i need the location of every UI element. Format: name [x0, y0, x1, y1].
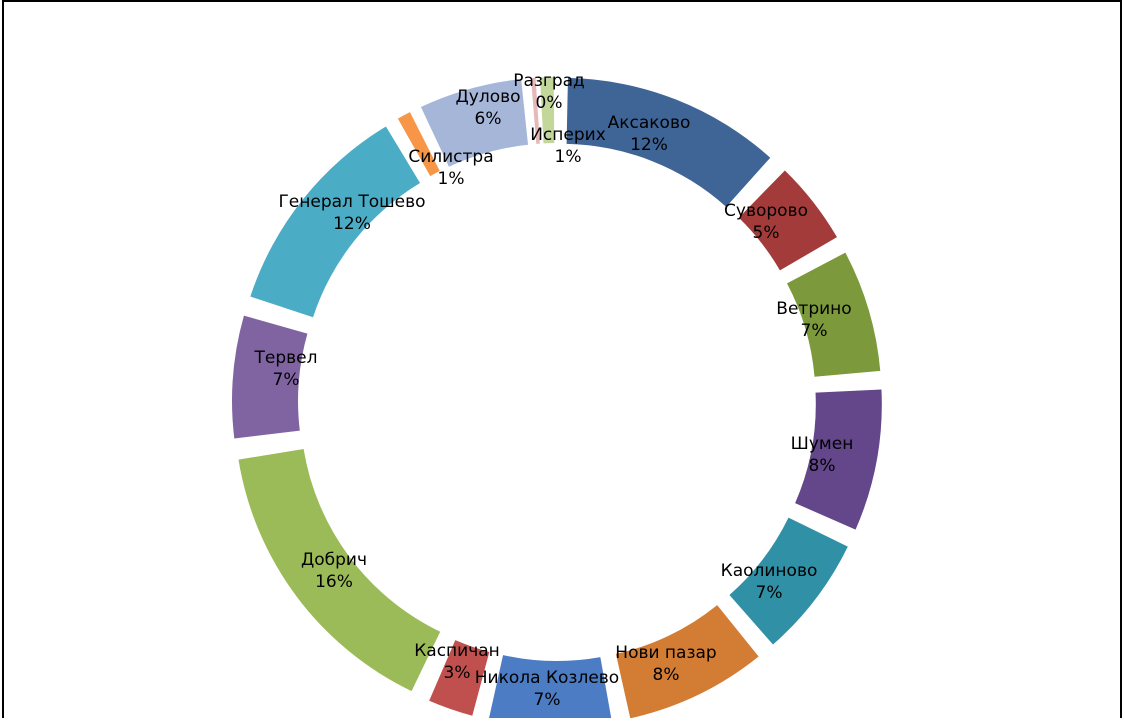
slice-name-text: Каолиново	[721, 561, 818, 581]
slice-name-text: Шумен	[791, 434, 854, 454]
slice-name-text: Исперих	[530, 125, 606, 145]
slice-percent-text: 16%	[315, 572, 353, 592]
slice-label-13: Дулово 6%	[455, 87, 520, 129]
slice-6	[615, 605, 759, 718]
slice-label-12: Силистра 1%	[408, 147, 493, 189]
slice-name-text: Генерал Тошево	[278, 192, 425, 212]
slice-name-text: Тервел	[254, 348, 318, 368]
slice-name-text: Нови пазар	[615, 643, 716, 663]
slice-7	[489, 655, 612, 718]
slice-label-7: Никола Козлево 7%	[475, 668, 619, 710]
slice-percent-text: 8%	[653, 665, 680, 685]
slice-percent-text: 5%	[753, 223, 780, 243]
slice-label-9: Добрич 16%	[301, 550, 367, 592]
slice-label-8: Каспичан 3%	[414, 641, 500, 683]
slice-14	[530, 77, 540, 144]
slice-name-text: Суворово	[724, 201, 808, 221]
slice-name-text: Разград	[513, 71, 585, 91]
slice-name-text: Каспичан	[414, 641, 500, 661]
slice-label-10: Тервел 7%	[254, 348, 318, 390]
slice-8	[429, 640, 490, 716]
slice-label-11: Генерал Тошево 12%	[278, 192, 425, 234]
doughnut-chart: Аксаково 12%Суворово 5%Ветрино 7%Шумен 8%Као…	[232, 71, 882, 718]
slice-12	[397, 112, 440, 177]
slice-name-text: Добрич	[301, 550, 367, 570]
slice-name-text: Аксаково	[608, 113, 691, 133]
slice-percent-text: 1%	[555, 147, 582, 167]
slice-2	[738, 170, 837, 271]
slice-name-text: Ветрино	[776, 299, 851, 319]
slice-label-4: Шумен 8%	[791, 434, 854, 476]
slice-percent-text: 12%	[630, 135, 668, 155]
slice-3	[786, 252, 881, 377]
slice-percent-text: 7%	[273, 370, 300, 390]
slice-percent-text: 7%	[756, 583, 783, 603]
slice-percent-text: 12%	[333, 214, 371, 234]
slice-name-text: Никола Козлево	[475, 668, 619, 688]
slice-label-14: Разград 0%	[513, 71, 585, 113]
slice-label-6: Нови пазар 8%	[615, 643, 716, 685]
slice-10	[232, 315, 308, 439]
slice-1	[566, 77, 771, 207]
slice-label-15: Исперих 1%	[530, 125, 606, 167]
slice-5	[729, 517, 848, 645]
slice-4	[795, 389, 882, 530]
slice-13	[420, 79, 529, 167]
slice-name-text: Силистра	[408, 147, 493, 167]
labels-layer: Аксаково 12%Суворово 5%Ветрино 7%Шумен 8%Као…	[254, 71, 854, 710]
slice-label-5: Каолиново 7%	[721, 561, 818, 603]
slice-percent-text: 7%	[801, 321, 828, 341]
slice-11	[250, 126, 421, 318]
slice-15	[539, 77, 555, 144]
slice-percent-text: 7%	[534, 690, 561, 710]
slice-9	[238, 448, 441, 692]
slice-percent-text: 0%	[536, 93, 563, 113]
slice-percent-text: 8%	[809, 456, 836, 476]
slice-percent-text: 3%	[444, 663, 471, 683]
slices-layer	[232, 77, 882, 718]
slice-label-3: Ветрино 7%	[776, 299, 851, 341]
slice-label-2: Суворово 5%	[724, 201, 808, 243]
slice-name-text: Дулово	[455, 87, 520, 107]
slice-percent-text: 1%	[438, 169, 465, 189]
slice-label-1: Аксаково 12%	[608, 113, 691, 155]
slice-percent-text: 6%	[475, 109, 502, 129]
